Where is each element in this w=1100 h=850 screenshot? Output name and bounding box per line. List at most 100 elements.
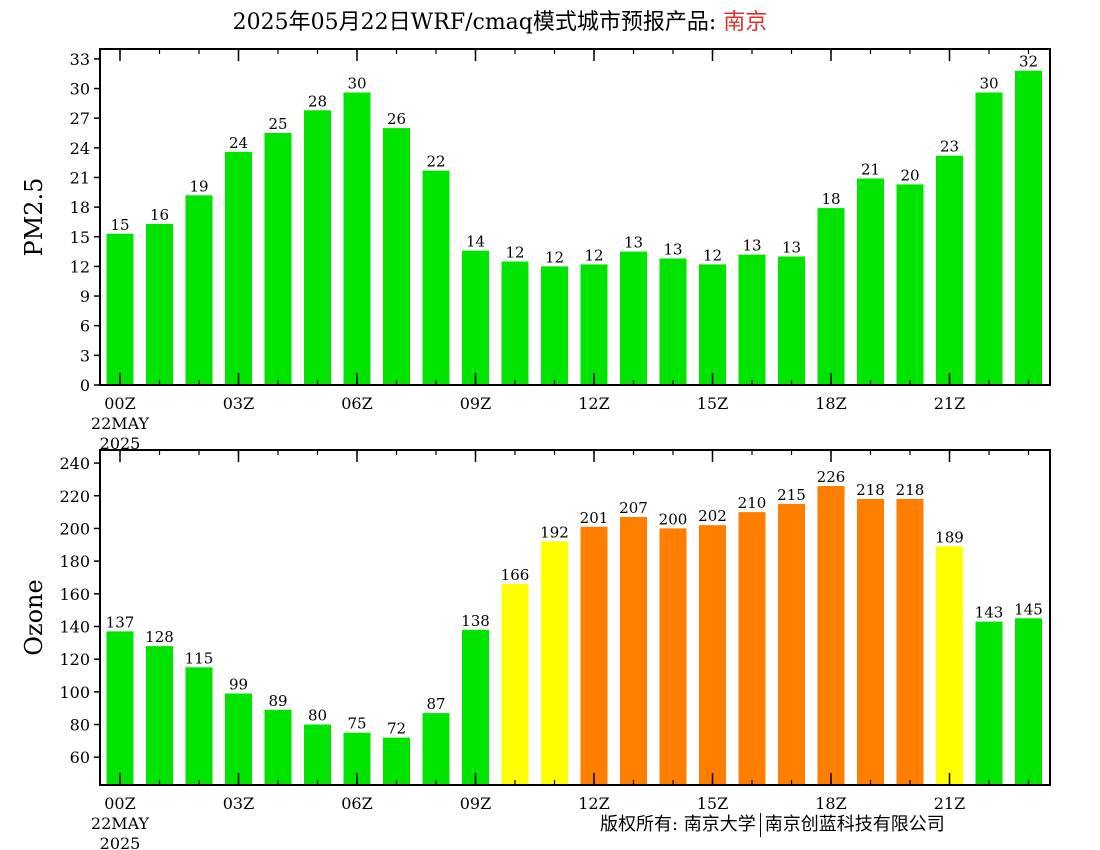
ozone-bar-13: [620, 517, 647, 785]
pm25-value-label-16: 13: [742, 237, 761, 255]
pm25-value-label-7: 26: [387, 110, 406, 128]
ozone-y-tick-label-9: 240: [59, 454, 90, 473]
ozone-bar-3: [225, 693, 252, 785]
pm25-value-label-22: 30: [979, 75, 998, 93]
ozone-x-tick-label-6: 18Z: [815, 794, 846, 813]
ozone-value-label-0: 137: [106, 613, 135, 631]
pm25-value-label-13: 13: [624, 234, 643, 252]
ozone-bar-2: [185, 667, 213, 785]
ozone-y-tick-label-1: 80: [70, 716, 90, 735]
pm25-date-label-1: 2025: [100, 434, 141, 453]
ozone-bar-9: [462, 629, 489, 785]
ozone-value-label-21: 189: [935, 528, 964, 546]
pm25-y-tick-label-3: 9: [80, 287, 90, 306]
ozone-bar-10: [501, 584, 529, 785]
pm25-bar-10: [501, 261, 529, 385]
ozone-bar-12: [580, 526, 608, 785]
pm25-bar-15: [699, 264, 726, 385]
ozone-value-label-4: 89: [268, 692, 287, 710]
ozone-x-tick-label-1: 03Z: [223, 794, 254, 813]
ozone-value-label-8: 87: [426, 695, 445, 713]
ozone-y-tick-label-6: 180: [59, 552, 90, 571]
pm25-y-tick-label-9: 27: [70, 109, 90, 128]
pm25-value-label-11: 12: [545, 248, 564, 266]
pm25-value-label-0: 15: [110, 216, 129, 234]
pm25-value-label-9: 14: [466, 233, 485, 251]
ozone-date-label-0: 22MAY: [91, 814, 150, 833]
pm25-y-tick-label-0: 0: [80, 376, 90, 395]
ozone-bar-8: [422, 713, 450, 785]
pm25-x-tick-label-4: 12Z: [578, 394, 609, 413]
ozone-value-label-3: 99: [229, 676, 248, 694]
ozone-bar-22: [975, 621, 1003, 785]
ozone-bar-1: [146, 646, 173, 785]
pm25-x-tick-label-6: 18Z: [815, 394, 846, 413]
pm25-bar-23: [1015, 70, 1042, 385]
ozone-value-label-7: 72: [387, 720, 406, 738]
pm25-value-label-19: 21: [861, 161, 880, 179]
pm25-value-label-14: 13: [663, 241, 682, 259]
ozone-x-tick-label-7: 21Z: [934, 794, 965, 813]
pm25-x-tick-label-3: 09Z: [460, 394, 491, 413]
ozone-x-tick-label-3: 09Z: [460, 794, 491, 813]
ozone-value-label-22: 143: [975, 604, 1004, 622]
ozone-date-label-1: 2025: [100, 834, 141, 850]
ozone-bar-17: [778, 503, 805, 785]
copyright-left: 版权所有: 南京大学: [600, 814, 756, 835]
pm25-value-label-18: 18: [821, 190, 840, 208]
pm25-bar-8: [422, 170, 450, 385]
ozone-value-label-14: 200: [659, 510, 688, 528]
pm25-y-tick-label-1: 3: [80, 346, 90, 365]
ozone-x-tick-label-4: 12Z: [578, 794, 609, 813]
pm25-bar-16: [738, 254, 766, 385]
pm25-value-label-8: 22: [426, 153, 445, 171]
ozone-value-label-5: 80: [308, 707, 327, 725]
ozone-value-label-15: 202: [698, 507, 727, 525]
pm25-bar-14: [659, 258, 687, 385]
ozone-bar-11: [541, 541, 568, 785]
ozone-bar-5: [304, 724, 331, 785]
ozone-value-label-12: 201: [580, 509, 609, 527]
ozone-bar-23: [1015, 618, 1042, 785]
chart-title-main: 2025年05月22日WRF/cmaq模式城市预报产品:: [232, 10, 724, 35]
pm25-value-label-10: 12: [505, 244, 524, 262]
copyright-separator: [759, 813, 761, 837]
pm25-x-tick-label-7: 21Z: [934, 394, 965, 413]
pm25-bar-18: [817, 208, 845, 385]
pm25-y-tick-label-6: 18: [70, 198, 90, 217]
pm25-date-label-0: 22MAY: [91, 414, 150, 433]
pm25-bar-7: [383, 128, 410, 385]
ozone-value-label-11: 192: [540, 524, 569, 542]
ozone-x-tick-label-0: 00Z: [104, 794, 135, 813]
pm25-x-tick-label-1: 03Z: [223, 394, 254, 413]
pm25-bar-11: [541, 266, 568, 385]
ozone-y-tick-label-0: 60: [70, 748, 90, 767]
ozone-value-label-10: 166: [501, 566, 530, 584]
ozone-bar-21: [936, 546, 963, 785]
pm25-value-label-1: 16: [150, 206, 169, 224]
ozone-value-label-13: 207: [619, 499, 648, 517]
chart-title: 2025年05月22日WRF/cmaq模式城市预报产品: 南京: [0, 4, 1000, 36]
ozone-y-tick-label-4: 140: [59, 617, 90, 636]
pm25-y-tick-label-5: 15: [70, 228, 90, 247]
pm25-y-tick-label-10: 30: [70, 80, 90, 99]
pm25-bar-3: [225, 151, 252, 385]
ozone-bar-0: [106, 631, 134, 785]
ozone-y-axis-label: Ozone: [20, 579, 48, 655]
pm25-y-tick-label-4: 12: [70, 257, 90, 276]
pm25-bar-4: [264, 133, 292, 385]
ozone-plot-frame: [99, 449, 1051, 786]
ozone-value-label-18: 226: [817, 468, 846, 486]
copyright-right: 南京创蓝科技有限公司: [764, 814, 945, 835]
ozone-bar-16: [738, 512, 766, 785]
pm25-bar-9: [462, 250, 489, 385]
pm25-y-tick-label-8: 24: [70, 139, 90, 158]
pm25-x-tick-label-0: 00Z: [104, 394, 135, 413]
pm25-x-tick-label-5: 15Z: [697, 394, 728, 413]
ozone-bar-20: [896, 499, 924, 785]
ozone-bar-7: [383, 737, 410, 785]
pm25-y-tick-label-2: 6: [80, 317, 90, 336]
ozone-bar-19: [857, 499, 884, 785]
pm25-bar-17: [778, 256, 805, 385]
